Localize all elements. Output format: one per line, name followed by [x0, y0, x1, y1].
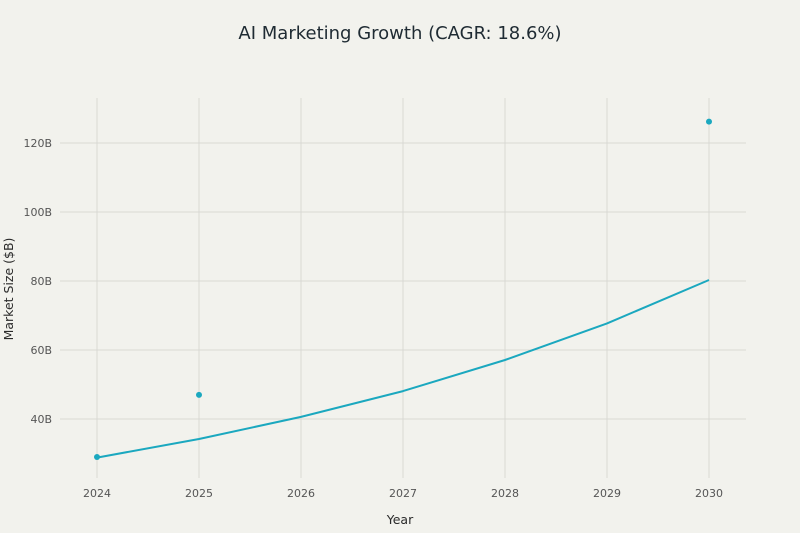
data-point [706, 118, 712, 125]
x-tick-label: 2029 [593, 487, 621, 500]
x-tick-label: 2030 [695, 487, 723, 500]
y-axis-title: Market Size ($B) [1, 238, 16, 341]
y-tick-label: 100B [23, 206, 52, 219]
y-tick-label: 120B [23, 137, 52, 150]
x-tick-label: 2026 [287, 487, 315, 500]
y-tick-label: 80B [30, 275, 52, 288]
label-layer: 2024 2025 2026 2027 2028 2029 2030 40B 60B 80B 100… [23, 137, 723, 500]
x-tick-label: 2028 [491, 487, 519, 500]
trend-line [96, 279, 710, 459]
chart-title: AI Marketing Growth (CAGR: 18.6%) [238, 23, 561, 44]
data-point [196, 391, 202, 398]
data-point [94, 453, 100, 460]
x-tick-label: 2024 [83, 487, 111, 500]
y-tick-label: 40B [30, 413, 52, 426]
series-layer [94, 118, 712, 460]
x-tick-label: 2025 [185, 487, 213, 500]
x-tick-label: 2027 [389, 487, 417, 500]
x-axis-title: Year [386, 512, 414, 527]
grid-layer [60, 98, 746, 478]
y-tick-label: 60B [30, 344, 52, 357]
